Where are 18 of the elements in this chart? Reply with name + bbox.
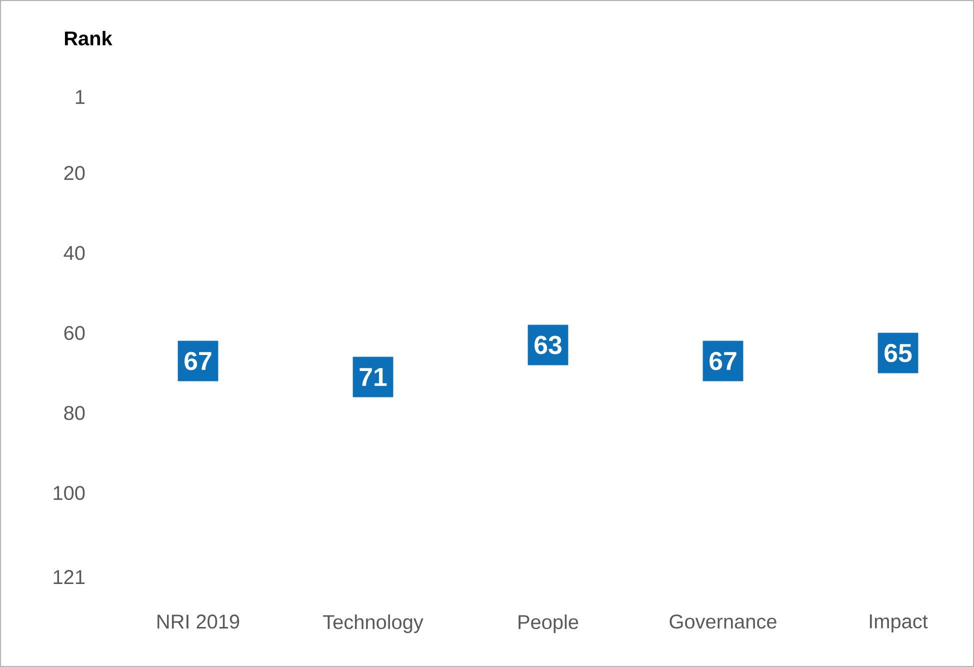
y-tick-label: 40 xyxy=(64,246,85,260)
x-tick-label: Technology xyxy=(323,614,424,634)
data-label: 67 xyxy=(184,352,212,370)
data-label: 71 xyxy=(360,368,387,386)
x-tick-label: Governance xyxy=(670,614,776,629)
y-tick-label: 121 xyxy=(54,570,84,584)
data-label: 67 xyxy=(710,352,736,370)
y-tick-label: 80 xyxy=(64,406,85,420)
y-tick-label: 20 xyxy=(64,166,85,180)
data-label: 63 xyxy=(534,336,562,354)
y-tick-label: 1 xyxy=(76,90,85,104)
x-tick-label: Impact xyxy=(870,614,928,632)
y-axis-title: Rank xyxy=(64,30,112,46)
y-tick-label: 60 xyxy=(64,326,85,340)
x-tick-label: NRI 2019 xyxy=(158,614,240,629)
y-tick-label: 100 xyxy=(54,486,85,500)
data-label: 65 xyxy=(884,344,912,362)
x-tick-label: People xyxy=(518,614,578,634)
